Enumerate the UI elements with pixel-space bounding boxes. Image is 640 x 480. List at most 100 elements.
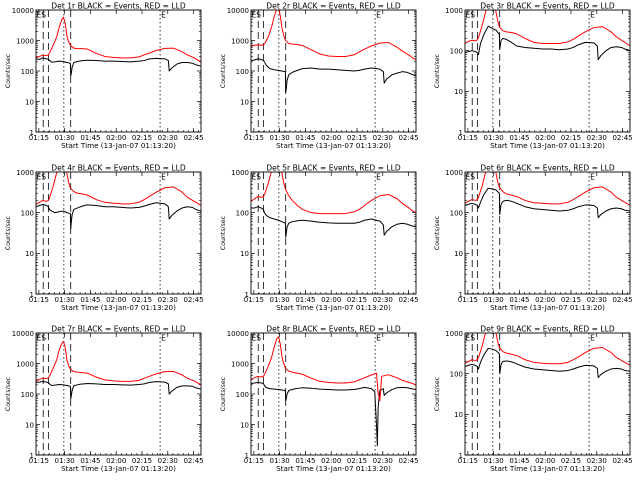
x-tick-label: 01:30 [484,134,504,142]
series-lld-line [465,172,630,206]
x-tick-label: 02:15 [132,457,152,465]
x-tick-label: 02:30 [587,296,607,304]
marker-e: E [161,173,166,182]
y-axis-label: Counts/sec [220,376,227,411]
x-tick-label: 02:15 [561,134,581,142]
series-lld-line [36,340,201,386]
y-tick-label: 10 [454,250,463,258]
y-axis-label: Counts/sec [220,215,227,250]
y-tick-label: 10 [240,250,249,258]
x-tick-label: 02:45 [398,134,418,142]
marker-es: ES [466,173,476,182]
panel-title: Det 9r BLACK = Events, RED = LLD [480,325,615,334]
panel-det-2: Det 2r BLACK = Events, RED = LLD Counts/s… [220,2,419,151]
panel-det-5: Det 5r BLACK = Events, RED = LLD Counts/s… [220,164,419,313]
x-tick-label: 01:30 [484,457,504,465]
y-tick-label: 100 [21,391,34,399]
y-tick-label: 1 [459,452,463,460]
x-tick-label: 02:30 [587,134,607,142]
x-tick-label: 02:30 [373,296,393,304]
panel-title: Det 7r BLACK = Events, RED = LLD [51,325,186,334]
y-tick-label: 100 [236,209,249,217]
x-tick-label: 02:30 [373,134,393,142]
x-tick-label: 02:15 [561,457,581,465]
x-tick-label: 02:15 [132,134,152,142]
x-tick-label: 01:30 [55,457,75,465]
y-tick-label: 100 [236,68,249,76]
x-tick-label: 02:00 [321,134,341,142]
marker-e: E [161,11,166,20]
x-tick-label: 01:30 [55,296,75,304]
series-events-line [251,58,416,93]
x-axis-label: Start Time (13-Jan-07 01:13:20) [276,464,391,473]
y-axis-label: Counts/sec [5,215,12,250]
x-axis-label: Start Time (13-Jan-07 01:13:20) [276,141,391,150]
y-axis-label: Counts/sec [434,215,441,250]
x-tick-label: 02:00 [106,296,126,304]
x-tick-label: 01:15 [29,296,49,304]
x-tick-label: 02:00 [535,134,555,142]
x-tick-label: 01:45 [295,134,315,142]
x-tick-label: 02:00 [535,457,555,465]
x-tick-label: 01:15 [244,457,264,465]
marker-e: E [590,173,595,182]
plot-frame [250,332,417,456]
x-tick-label: 02:45 [612,296,632,304]
y-tick-label: 10 [240,421,249,429]
x-tick-label: 01:15 [29,457,49,465]
x-tick-label: 01:45 [295,457,315,465]
panel-title: Det 6r BLACK = Events, RED = LLD [480,164,615,173]
y-tick-label: 1 [245,129,249,137]
series-lld-line [465,10,630,47]
x-axis-label: Start Time (13-Jan-07 01:13:20) [490,464,605,473]
series-events-line [36,380,201,400]
y-tick-label: 100 [450,209,463,217]
y-tick-label: 1 [245,291,249,299]
y-tick-label: 1 [30,129,34,137]
y-tick-label: 1000 [16,37,34,45]
plot-frame [35,332,202,456]
x-tick-label: 01:45 [80,134,100,142]
y-tick-label: 100 [450,47,463,55]
panel-title: Det 5r BLACK = Events, RED = LLD [266,164,401,173]
x-tick-label: 01:45 [509,134,529,142]
x-tick-label: 02:15 [347,134,367,142]
plot-frame [35,9,202,133]
y-axis-label: Counts/sec [434,376,441,411]
x-tick-label: 02:00 [321,457,341,465]
x-tick-label: 02:30 [158,134,178,142]
x-axis-label: Start Time (13-Jan-07 01:13:20) [61,303,176,312]
series-events-line [36,57,201,77]
x-tick-label: 01:15 [244,296,264,304]
x-axis-label: Start Time (13-Jan-07 01:13:20) [61,141,176,150]
plot-frame [464,9,631,133]
x-tick-label: 02:45 [183,457,203,465]
marker-es: ES [466,11,476,20]
panel-det-6: Det 6r BLACK = Events, RED = LLD Counts/s… [434,164,633,313]
panel-title: Det 2r BLACK = Events, RED = LLD [266,2,401,11]
x-tick-label: 02:15 [132,296,152,304]
marker-e: E [376,173,381,182]
y-tick-label: 10000 [227,330,249,338]
x-tick-label: 02:30 [587,457,607,465]
plot-frame [250,171,417,295]
y-tick-label: 1 [245,452,249,460]
y-tick-label: 1000 [445,7,463,15]
y-tick-label: 1000 [445,169,463,177]
series-lld-line [36,16,201,63]
x-axis-label: Start Time (13-Jan-07 01:13:20) [276,303,391,312]
y-tick-label: 1000 [231,169,249,177]
x-tick-label: 01:15 [458,457,478,465]
x-tick-label: 01:15 [244,134,264,142]
series-lld-line [251,336,416,402]
marker-es: ES [252,334,262,343]
y-axis-label: Counts/sec [5,376,12,411]
x-tick-label: 01:15 [458,134,478,142]
y-axis-label: Counts/sec [5,53,12,88]
series-events-line [465,187,630,219]
series-lld-line [251,172,416,215]
x-tick-label: 01:30 [270,296,290,304]
plot-frame [35,171,202,295]
x-tick-label: 02:00 [106,457,126,465]
y-tick-label: 1 [459,129,463,137]
